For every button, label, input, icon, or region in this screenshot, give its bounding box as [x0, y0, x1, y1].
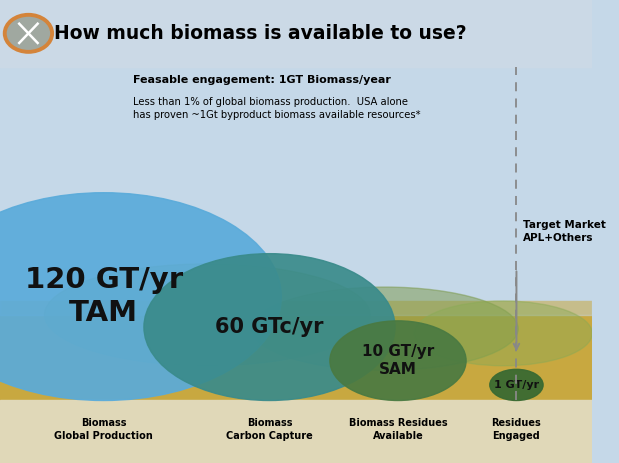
Ellipse shape — [415, 301, 592, 366]
Text: 1 GT/yr: 1 GT/yr — [494, 380, 539, 390]
Ellipse shape — [0, 193, 281, 400]
Bar — [0, 400, 592, 463]
Text: Biomass
Global Production: Biomass Global Production — [54, 419, 153, 441]
Ellipse shape — [144, 254, 395, 400]
Bar — [0, 0, 592, 67]
Text: Biomass
Carbon Capture: Biomass Carbon Capture — [226, 419, 313, 441]
Ellipse shape — [45, 264, 370, 366]
Ellipse shape — [252, 287, 518, 370]
Text: Biomass Residues
Available: Biomass Residues Available — [348, 419, 448, 441]
Bar — [0, 0, 592, 403]
Text: Target Market
APL+Others: Target Market APL+Others — [523, 220, 606, 243]
Circle shape — [5, 15, 52, 52]
Text: 60 GTc/yr: 60 GTc/yr — [215, 317, 324, 337]
Text: 120 GT/yr
TAM: 120 GT/yr TAM — [25, 266, 183, 327]
Ellipse shape — [330, 321, 466, 400]
Bar — [0, 301, 592, 403]
Ellipse shape — [490, 369, 543, 400]
Text: Feasable engagement: 1GT Biomass/year: Feasable engagement: 1GT Biomass/year — [133, 75, 391, 85]
Bar — [0, 69, 592, 315]
Text: Less than 1% of global biomass production.  USA alone
has proven ~1Gt byproduct : Less than 1% of global biomass productio… — [133, 97, 421, 120]
Text: 10 GT/yr
SAM: 10 GT/yr SAM — [362, 344, 434, 377]
Text: How much biomass is available to use?: How much biomass is available to use? — [54, 24, 467, 43]
Text: Residues
Engaged: Residues Engaged — [491, 419, 542, 441]
